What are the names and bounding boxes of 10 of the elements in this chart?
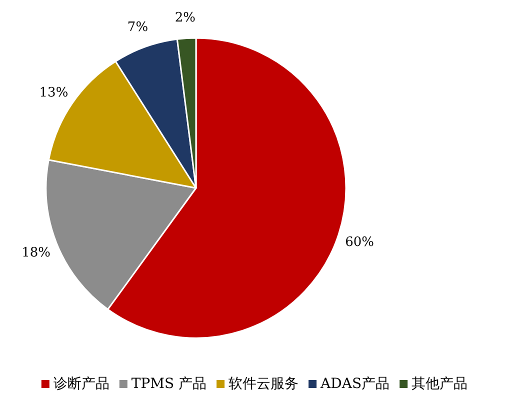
data-label: 2% [174,10,196,26]
legend-label: 诊断产品 [53,376,110,392]
data-label: 60% [345,235,374,250]
legend-label: TPMS 产品 [131,376,207,392]
data-label: 7% [127,20,148,36]
data-label: 18% [22,245,51,260]
legend-label: 其他产品 [412,376,468,392]
legend-label: ADAS产品 [320,376,390,392]
data-label: 13% [39,85,68,100]
legend-label: 软件云服务 [228,376,299,392]
